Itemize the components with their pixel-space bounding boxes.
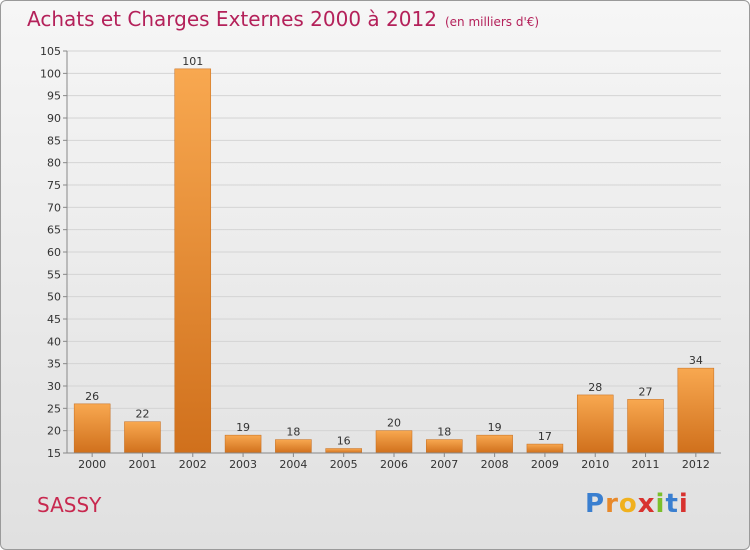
y-tick-label: 85 [47,134,61,147]
x-tick-label: 2004 [279,458,307,471]
y-tick-label: 45 [47,313,61,326]
x-tick-label: 2003 [229,458,257,471]
value-label: 19 [236,421,250,434]
bar-2008 [476,434,513,454]
x-tick-label: 2012 [682,458,710,471]
y-tick-label: 55 [47,268,61,281]
y-tick-label: 90 [47,112,61,125]
value-label: 101 [182,55,203,68]
y-tick-label: 95 [47,90,61,103]
bar-2012 [677,367,715,454]
value-label: 20 [387,417,401,430]
value-label: 18 [437,426,451,439]
value-label: 26 [85,390,99,403]
x-tick-label: 2007 [430,458,458,471]
chart-unit-label: (en milliers d'€) [444,15,540,29]
logo-letter: r [605,489,619,519]
grid-lines [67,50,721,454]
logo-letter: x [637,489,656,519]
value-label: 22 [135,408,149,421]
logo-letter: t [665,489,679,519]
y-tick-label: 75 [47,179,61,192]
value-label: 28 [588,381,602,394]
bar-2006 [375,430,413,454]
logo-letter: i [655,489,666,519]
bar-2005 [325,448,362,454]
y-tick-label: 15 [47,447,61,460]
bar-2007 [426,439,463,454]
value-label: 27 [639,385,653,398]
y-tick-label: 65 [47,224,61,237]
y-tick-label: 60 [47,246,61,259]
bar-2004 [275,439,312,454]
logo-letter: o [618,489,638,519]
x-tick-label: 2002 [179,458,207,471]
bar-2003 [224,434,262,454]
bars: 26 22 101 19 18 16 20 18 19 17 28 27 34 [73,55,715,454]
value-label: 34 [689,354,703,367]
bar-2009 [526,443,564,454]
value-label: 19 [488,421,502,434]
y-tick-label: 105 [40,45,61,58]
y-tick-label: 35 [47,358,61,371]
y-tick-label: 50 [47,291,61,304]
chart-title: Achats et Charges Externes 2000 à 2012 (e… [27,7,539,31]
x-tick-label: 2001 [128,458,156,471]
y-tick-label: 40 [47,335,61,348]
y-tick-label: 70 [47,201,61,214]
x-tick-label: 2011 [632,458,660,471]
y-tick-label: 20 [47,425,61,438]
value-label: 17 [538,430,552,443]
y-tick-label: 30 [47,380,61,393]
x-tick-label: 2000 [78,458,106,471]
y-tick-label: 100 [40,67,61,80]
bar-2011 [627,399,664,454]
y-tick-label: 25 [47,402,61,415]
x-tick-label: 2010 [581,458,609,471]
y-tick-label: 80 [47,157,61,170]
logo-letter: P [585,489,606,519]
x-tick-label: 2005 [330,458,358,471]
proxiti-logo: Proxiti [585,489,689,519]
commune-name: SASSY [37,493,102,517]
x-tick-label: 2008 [481,458,509,471]
chart-title-text: Achats et Charges Externes 2000 à 2012 [27,7,437,31]
x-tick-label: 2006 [380,458,408,471]
value-label: 16 [337,435,351,448]
bar-2002 [174,68,212,454]
logo-letter: i [678,489,689,519]
value-label: 18 [286,426,300,439]
axes: 15 20 25 30 35 40 45 50 55 60 65 70 75 80 85 90 95 100 105… [40,45,721,471]
bar-2000 [73,403,111,454]
bar-2010 [576,394,614,454]
bar-2001 [124,421,161,454]
x-tick-label: 2009 [531,458,559,471]
